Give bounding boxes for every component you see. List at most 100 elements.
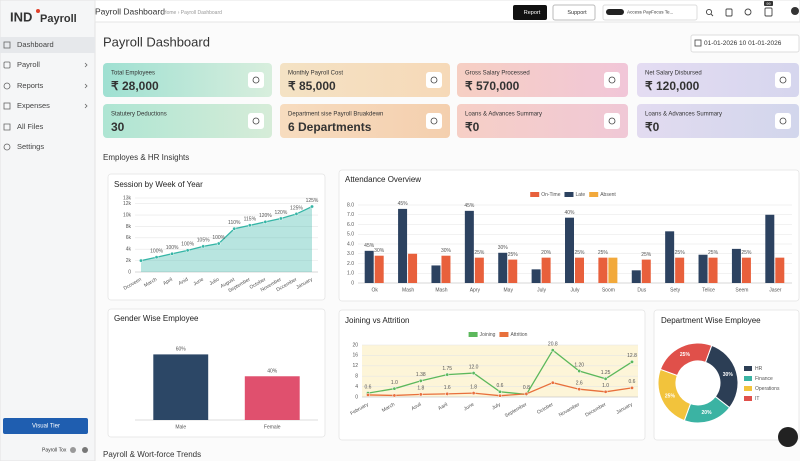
account-chip[interactable]	[602, 4, 698, 21]
date-range[interactable]: 01-01-2026 10 01-01-2026	[704, 40, 782, 47]
legend-label: Joining	[480, 332, 496, 338]
point-label: 12.0	[469, 364, 479, 370]
y-tick-label: 1.0	[347, 271, 354, 277]
point	[366, 392, 370, 397]
section-title: Payroll & Wort-force Trends	[103, 450, 201, 459]
card-icon	[248, 72, 264, 88]
bar	[374, 255, 384, 283]
card-value: ₹ 85,000	[288, 79, 336, 93]
point	[630, 359, 634, 364]
chat-button[interactable]	[778, 427, 798, 447]
y-tick-label: 12	[352, 363, 358, 369]
card-value: ₹ 120,000	[645, 79, 700, 93]
nav-item[interactable]: Expenses	[17, 101, 50, 110]
x-tick-label: Sety	[670, 287, 681, 293]
bar-label: 30%	[441, 248, 452, 254]
legend-label: Absent	[600, 192, 616, 198]
bar	[541, 257, 551, 283]
x-tick-label: June	[463, 402, 476, 413]
legend-label: HR	[755, 366, 763, 372]
bar-label: 45%	[364, 243, 375, 249]
nav-item[interactable]: Reports	[17, 81, 44, 90]
tier-button-label[interactable]: Visual Tier	[32, 424, 60, 430]
card-value: 30	[111, 120, 125, 134]
nav: Dashboard Payroll Reports Expenses All Files…	[17, 40, 54, 151]
bar	[153, 354, 209, 420]
card-value: ₹ 28,000	[111, 79, 159, 93]
chart-title: Attendance Overview	[345, 175, 421, 184]
card-value: ₹0	[465, 120, 480, 134]
y-tick-label: 7.0	[347, 212, 354, 218]
nav-item[interactable]: Payroll	[17, 60, 40, 69]
legend-label: Finance	[755, 376, 773, 382]
nav-item[interactable]: Settings	[17, 142, 44, 151]
x-tick-label: July	[491, 401, 502, 411]
header-icons[interactable]	[705, 7, 773, 17]
point	[524, 391, 529, 396]
bar-label: 20%	[541, 250, 552, 256]
card-icon-glyph	[252, 76, 260, 84]
bar	[244, 376, 300, 420]
card-label: Total Employees	[111, 71, 155, 77]
point	[418, 392, 423, 397]
card-icon-glyph	[779, 76, 787, 84]
nav-active	[0, 37, 95, 53]
card-icon	[604, 72, 620, 88]
card-icon	[426, 72, 442, 88]
bar-label: 25%	[508, 252, 519, 258]
sidebar-footer: Payroll Tox	[42, 447, 67, 453]
y-tick-label: 0	[355, 394, 358, 400]
report-button-label[interactable]: Report	[524, 10, 541, 16]
legend: On-Time Late Absent	[530, 192, 616, 198]
point-label: 1.20	[574, 362, 584, 368]
point	[630, 385, 634, 390]
nav-item[interactable]: All Files	[17, 122, 44, 131]
avatar[interactable]	[791, 7, 799, 15]
legend-label: Attrition	[510, 332, 527, 338]
point	[603, 376, 608, 381]
bar-label: 45%	[398, 201, 409, 207]
bar	[408, 253, 418, 283]
section-title: Employes & HR Insights	[103, 153, 189, 162]
tier-button[interactable]	[3, 418, 88, 434]
card-icon-glyph	[608, 117, 616, 125]
legend-swatch	[744, 396, 752, 401]
point-label: 1.8	[470, 384, 477, 390]
y-tick-label: 12k	[123, 201, 132, 207]
point	[392, 393, 397, 398]
point	[154, 255, 159, 260]
card	[457, 104, 628, 138]
point	[139, 258, 143, 263]
card-label: Department sise Payroll Bruakdewn	[288, 112, 383, 118]
x-tick-label: April	[162, 277, 174, 287]
area	[141, 206, 312, 272]
report-button[interactable]	[513, 5, 547, 20]
bar	[364, 250, 374, 283]
account-label[interactable]: Access PayFocus Te...	[627, 10, 673, 15]
bar	[741, 257, 751, 283]
page-title: Payroll Dashboard	[103, 34, 210, 49]
cards: Total Employees ₹ 28,000 Monthly Payroll C…	[103, 63, 799, 138]
bar-label: 30%	[498, 245, 509, 251]
card-icon-glyph	[779, 117, 787, 125]
slice-label: 30%	[723, 372, 734, 378]
x-tick-label: Asvil	[410, 402, 422, 412]
legend-label: Late	[575, 192, 585, 198]
footer-icon[interactable]	[70, 447, 76, 453]
bar-label: 40%	[564, 210, 575, 216]
point	[498, 393, 502, 398]
bar	[508, 259, 518, 283]
card	[457, 63, 628, 97]
x-tick-label: Anid	[178, 277, 190, 287]
point	[170, 251, 175, 256]
nav-item[interactable]: Dashboard	[17, 40, 54, 49]
support-button-label[interactable]: Support	[567, 10, 587, 16]
footer-icon[interactable]	[82, 447, 88, 453]
bar	[431, 265, 441, 283]
card-label: Statutery Deductions	[111, 112, 167, 118]
support-button[interactable]	[552, 4, 596, 21]
y-tick-label: 4.0	[347, 241, 354, 247]
date-picker[interactable]	[690, 34, 800, 53]
point	[418, 378, 423, 383]
